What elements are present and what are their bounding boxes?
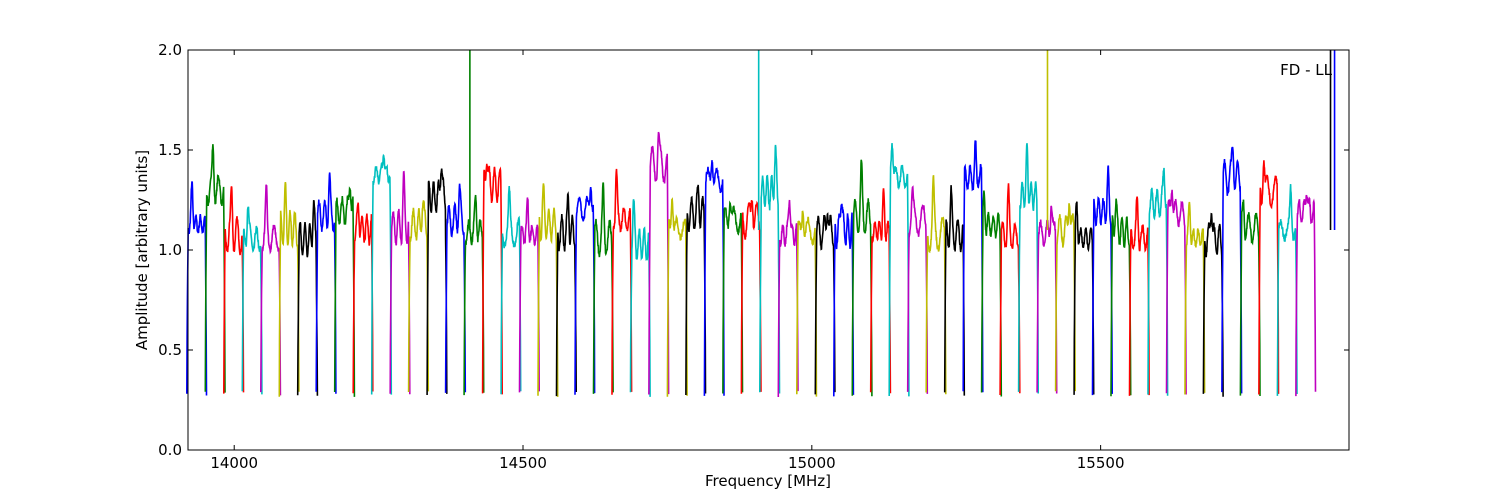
channel-trace-2 bbox=[223, 186, 245, 394]
channel-trace-39 bbox=[906, 185, 929, 394]
channel-trace-59 bbox=[1276, 184, 1298, 396]
channel-trace-17 bbox=[500, 186, 522, 395]
channel-trace-42 bbox=[962, 140, 984, 393]
channel-trace-60 bbox=[1295, 194, 1317, 397]
channel-trace-10 bbox=[370, 153, 393, 395]
channel-trace-11 bbox=[389, 170, 411, 395]
spike-layer bbox=[469, 50, 1336, 230]
y-ticks: 0.0 0.5 1.0 1.5 2.0 bbox=[158, 41, 1349, 459]
channel-trace-7 bbox=[315, 172, 337, 394]
channel-trace-24 bbox=[629, 199, 651, 397]
channel-trace-5 bbox=[278, 181, 300, 397]
channel-trace-14 bbox=[444, 183, 467, 393]
channel-trace-56 bbox=[1221, 146, 1243, 394]
channel-trace-15 bbox=[463, 194, 485, 396]
channel-trace-48 bbox=[1073, 201, 1095, 395]
channel-trace-19 bbox=[537, 183, 559, 397]
y-tick-label-3: 1.5 bbox=[158, 141, 182, 159]
channel-trace-41 bbox=[943, 185, 966, 396]
channel-trace-20 bbox=[555, 191, 577, 397]
series-layer bbox=[186, 131, 1317, 398]
x-tick-label-0: 14000 bbox=[210, 454, 258, 472]
x-axis-label: Frequency [MHz] bbox=[705, 472, 831, 490]
channel-trace-40 bbox=[925, 175, 947, 395]
channel-trace-26 bbox=[666, 197, 688, 397]
channel-trace-52 bbox=[1147, 167, 1169, 396]
channel-trace-33 bbox=[795, 210, 818, 397]
plot-background bbox=[188, 50, 1349, 450]
channel-trace-58 bbox=[1258, 160, 1280, 395]
channel-trace-6 bbox=[296, 199, 319, 396]
channel-trace-38 bbox=[888, 143, 910, 397]
channel-trace-8 bbox=[333, 186, 356, 397]
channel-trace-43 bbox=[980, 190, 1003, 397]
channel-trace-30 bbox=[740, 200, 762, 394]
channel-trace-1 bbox=[204, 144, 226, 393]
y-tick-label-4: 2.0 bbox=[158, 41, 182, 59]
channel-trace-47 bbox=[1054, 203, 1076, 392]
y-axis-label: Amplitude [arbitrary units] bbox=[133, 150, 151, 350]
channel-trace-32 bbox=[777, 199, 799, 398]
channel-trace-51 bbox=[1128, 196, 1150, 396]
x-tick-label-3: 15500 bbox=[1077, 454, 1125, 472]
channel-trace-3 bbox=[241, 206, 263, 395]
channel-trace-55 bbox=[1202, 212, 1224, 397]
channel-trace-57 bbox=[1239, 199, 1261, 397]
channel-trace-34 bbox=[814, 212, 836, 395]
channel-trace-18 bbox=[518, 197, 540, 393]
x-ticks: 14000 14500 15000 15500 bbox=[210, 50, 1124, 472]
x-tick-label-1: 14500 bbox=[499, 454, 547, 472]
channel-trace-27 bbox=[685, 184, 707, 396]
channel-trace-16 bbox=[481, 163, 504, 395]
y-tick-label-1: 0.5 bbox=[158, 341, 182, 359]
channel-trace-31 bbox=[758, 144, 781, 394]
panel-annotation: FD - LL bbox=[1280, 61, 1332, 79]
channel-trace-28 bbox=[703, 160, 725, 396]
channel-trace-21 bbox=[574, 187, 596, 395]
y-tick-label-0: 0.0 bbox=[158, 441, 182, 459]
channel-trace-22 bbox=[592, 182, 614, 394]
channel-trace-37 bbox=[869, 188, 892, 394]
channel-trace-25 bbox=[648, 131, 670, 395]
channel-trace-49 bbox=[1091, 165, 1113, 396]
channel-trace-53 bbox=[1165, 189, 1187, 395]
channel-trace-45 bbox=[1017, 143, 1039, 394]
channel-trace-4 bbox=[260, 184, 282, 396]
channel-trace-29 bbox=[722, 200, 744, 394]
y-tick-label-2: 1.0 bbox=[158, 241, 182, 259]
channel-trace-9 bbox=[352, 202, 374, 394]
channel-trace-12 bbox=[407, 200, 430, 393]
channel-trace-50 bbox=[1110, 198, 1132, 397]
x-tick-label-2: 15000 bbox=[788, 454, 836, 472]
channel-trace-54 bbox=[1184, 201, 1206, 395]
channel-trace-0 bbox=[186, 181, 208, 396]
channel-trace-44 bbox=[999, 183, 1021, 396]
channel-trace-35 bbox=[832, 203, 855, 397]
channel-trace-13 bbox=[426, 168, 448, 396]
channel-trace-36 bbox=[851, 159, 873, 397]
channel-trace-23 bbox=[611, 168, 633, 395]
